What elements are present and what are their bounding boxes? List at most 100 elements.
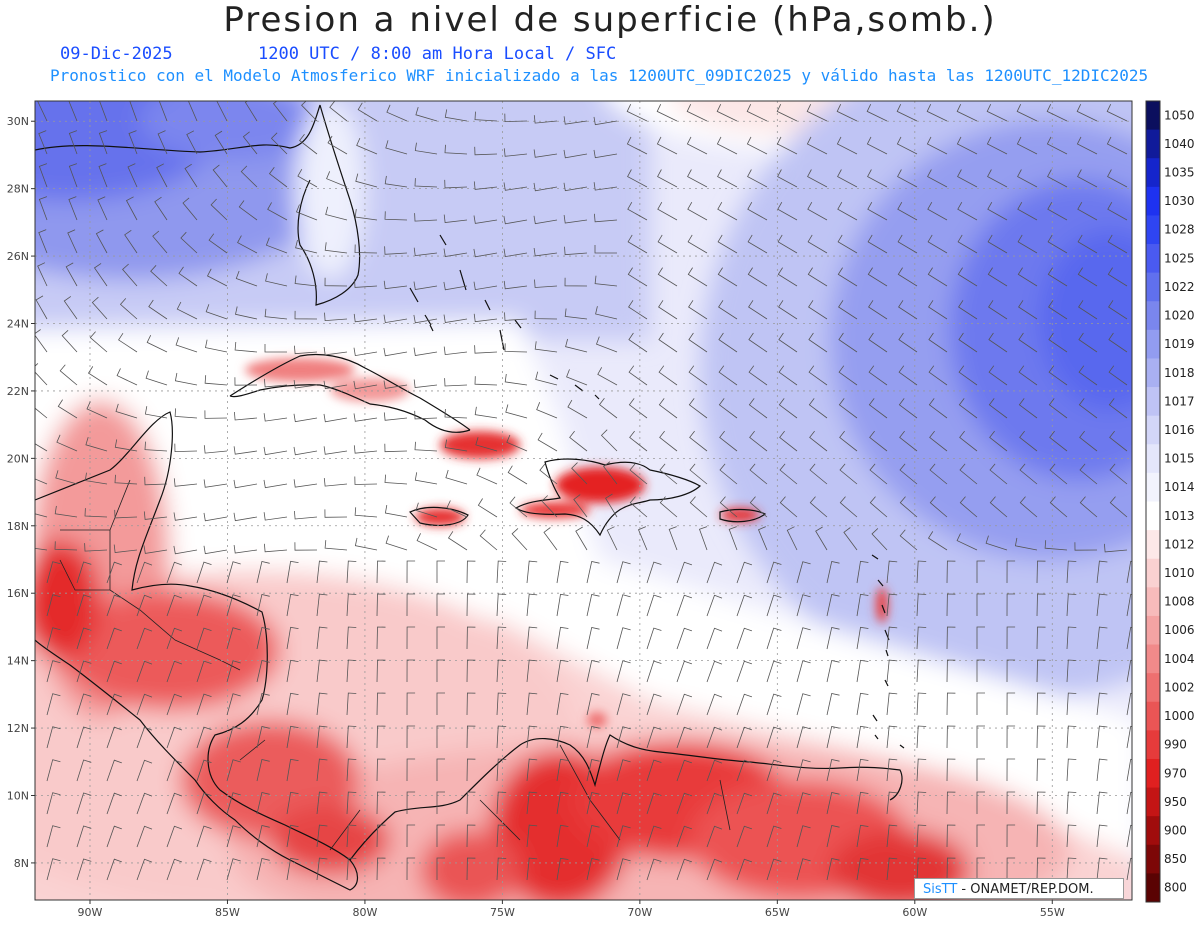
wind-barb [415,106,438,122]
wind-barb [466,593,476,617]
wind-barb [868,398,888,419]
wind-barb [1078,365,1098,386]
colorbar-label: 1035 [1164,166,1195,180]
wind-barb [1104,543,1128,553]
wind-barb [35,397,48,419]
wind-barb [301,101,318,122]
wind-barb [956,136,978,155]
wind-barb [384,443,408,453]
wind-barb [286,791,299,815]
wind-barb [256,693,270,716]
wind-barb [496,626,507,650]
wind-barb [413,314,438,324]
wind-barb [778,300,798,320]
wind-barb [234,341,258,353]
wind-barb [346,593,357,617]
wind-barb [716,104,738,122]
colorbar-label: 1028 [1164,223,1195,237]
wind-barb [1006,758,1016,782]
jamaica-coast [409,506,469,526]
wind-barb [445,469,468,485]
wind-barb [586,561,600,584]
wind-barb [1096,593,1108,617]
wind-barb [736,561,753,584]
wind-barb [406,692,416,716]
wind-barb [616,660,631,683]
wind-barb [536,402,558,419]
wind-barb [1106,136,1128,155]
wind-barb [916,758,927,782]
wind-barb [286,692,299,716]
wind-barb [240,165,258,188]
wind-barb [496,824,507,848]
wind-barb [1017,169,1038,188]
wind-barb [1066,659,1077,683]
colorbar-label: 900 [1164,823,1187,837]
wind-barb [886,791,898,815]
wind-barb [989,430,1008,452]
wind-barb [136,693,153,716]
wind-barb [600,429,618,452]
wind-barb [143,545,168,554]
wind-barb [264,308,288,320]
wind-barb [376,593,386,617]
wind-barb [869,463,888,485]
wind-barb [1049,496,1068,518]
wind-barb [186,130,198,155]
wind-barb [503,280,528,290]
wind-barb [658,332,678,353]
wind-barb [856,758,869,782]
wind-barb [174,372,198,386]
wind-barb [114,509,138,519]
wind-barb [353,313,378,323]
wind-barb [796,825,811,848]
wind-barb [886,560,898,584]
wind-barb [563,215,588,224]
wind-barb [688,332,708,353]
wind-barb [256,561,270,584]
wind-barb [826,693,840,716]
wind-barb [323,413,348,423]
wind-barb [898,300,918,320]
wind-barb [346,626,357,650]
lat-tick-label: 30N [7,115,29,128]
map-area [35,101,1132,900]
wind-barb [1106,104,1128,122]
wind-barb [1048,332,1068,353]
colorbar-swatch [1146,787,1160,817]
wind-barb [316,857,328,881]
wind-barb [779,463,798,485]
wind-barb [466,560,476,584]
wind-barb [897,267,918,287]
wind-barb [474,146,498,156]
wind-barb [946,659,956,683]
wind-barb [868,300,888,320]
wind-barb [1047,169,1068,188]
wind-barb [235,270,258,287]
wind-barb [286,659,299,683]
wind-barb [127,163,138,188]
wind-barb [628,332,648,353]
wind-barb [837,169,858,188]
wind-barb [958,332,978,353]
wind-barb [976,725,985,748]
wind-barb [187,101,198,122]
wind-barb [316,659,328,683]
wind-barb [928,300,948,320]
wind-barb [718,332,738,353]
wind-barb [856,626,869,650]
wind-barb [166,594,183,617]
wind-barb [526,593,538,617]
wind-barb [886,758,898,782]
wind-barb [616,792,631,815]
wind-barb [294,275,318,287]
wind-barb [593,149,618,159]
colorbar-label: 1020 [1164,309,1195,323]
wind-barb [106,693,122,716]
wind-barb [406,659,416,683]
wind-barb [443,248,468,257]
wind-barb [286,758,299,782]
wind-barb [1096,824,1108,848]
wind-barb [67,229,78,254]
wind-barb [706,660,723,683]
